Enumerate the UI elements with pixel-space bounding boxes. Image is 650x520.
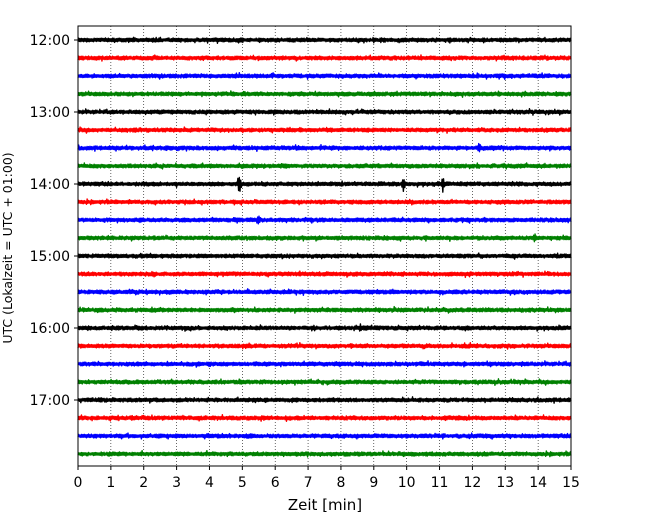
trace-line (77, 54, 572, 62)
y-axis-label: UTC (Lokalzeit = UTC + 01:00) (0, 152, 15, 343)
x-tick-label: 9 (369, 475, 378, 491)
traces-group (77, 36, 572, 458)
trace-line (77, 378, 572, 386)
plot-frame (77, 25, 572, 467)
y-tick-label: 12:00 (30, 33, 70, 49)
x-tick-label: 11 (431, 475, 449, 491)
trace-line (77, 323, 572, 332)
x-tick-label: 13 (496, 475, 514, 491)
x-tick-label: 4 (205, 475, 214, 491)
trace-line (77, 36, 572, 44)
y-tick-label: 13:00 (30, 105, 70, 121)
x-tick-label: 5 (238, 475, 247, 491)
x-tick-label: 2 (139, 475, 148, 491)
x-tick-label: 7 (304, 475, 313, 491)
trace-line (77, 396, 572, 404)
y-tick-label: 15:00 (30, 249, 70, 265)
trace-line (77, 126, 572, 134)
trace-line (77, 90, 572, 98)
grid-lines (110, 26, 539, 466)
trace-line (77, 449, 572, 458)
x-tick-label: 1 (106, 475, 115, 491)
trace-line (77, 432, 572, 440)
trace-line (77, 108, 572, 116)
trace-line (77, 71, 572, 80)
y-tick-label: 16:00 (30, 321, 70, 337)
trace-line (77, 142, 572, 153)
trace-line (77, 305, 572, 314)
trace-line (77, 270, 572, 279)
trace-line (77, 215, 572, 225)
x-axis-label: Zeit [min] (288, 496, 362, 514)
trace-line (77, 288, 572, 297)
x-tick-label: 10 (398, 475, 416, 491)
trace-line (77, 414, 572, 422)
trace-line (77, 198, 572, 206)
x-tick-label: 15 (562, 475, 580, 491)
x-tick-label: 0 (74, 475, 83, 491)
trace-line (77, 342, 572, 350)
y-tick-label: 14:00 (30, 177, 70, 193)
trace-line (77, 233, 572, 243)
x-tick-label: 6 (271, 475, 280, 491)
y-tick-label: 17:00 (30, 393, 70, 409)
trace-line (77, 252, 572, 260)
trace-line (77, 176, 572, 193)
y-axis: 12:00 13:00 14:00 15:00 16:00 17:00 (30, 33, 78, 409)
trace-line (77, 162, 572, 170)
x-tick-label: 8 (336, 475, 345, 491)
x-axis: 0 1 2 3 4 5 6 7 8 9 10 11 12 13 14 15 (74, 466, 580, 491)
x-tick-label: 12 (463, 475, 481, 491)
x-tick-label: 3 (172, 475, 181, 491)
trace-line (77, 360, 572, 368)
x-tick-label: 14 (529, 475, 547, 491)
